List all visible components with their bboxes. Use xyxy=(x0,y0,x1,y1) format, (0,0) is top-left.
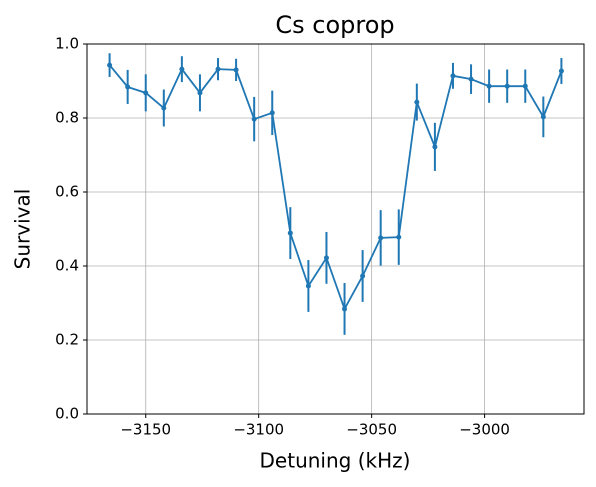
data-point xyxy=(414,99,420,105)
data-point xyxy=(287,230,293,236)
data-point xyxy=(378,235,384,241)
data-point xyxy=(107,62,113,68)
data-point xyxy=(360,273,366,279)
x-tick-label: −3000 xyxy=(459,421,510,439)
data-point xyxy=(342,306,348,312)
data-point xyxy=(323,255,329,261)
data-point xyxy=(179,66,185,72)
y-tick-label: 0.6 xyxy=(55,183,79,201)
y-tick-label: 0.8 xyxy=(55,109,79,127)
data-point xyxy=(251,116,257,122)
data-point xyxy=(305,283,311,289)
data-point xyxy=(143,90,149,96)
chart-title: Cs coprop xyxy=(275,11,394,39)
y-axis-label: Survival xyxy=(11,189,35,270)
y-tick-label: 0.0 xyxy=(55,405,79,423)
data-point xyxy=(396,234,402,240)
data-point xyxy=(269,110,275,116)
data-point xyxy=(486,83,492,89)
plot-frame xyxy=(86,43,585,415)
data-point xyxy=(197,90,203,96)
x-tick-label: −3150 xyxy=(120,421,171,439)
data-point xyxy=(161,105,167,111)
y-tick-label: 0.2 xyxy=(55,331,79,349)
data-point xyxy=(215,66,221,72)
data-point xyxy=(468,76,474,82)
data-point xyxy=(432,144,438,150)
data-point xyxy=(558,68,564,74)
x-tick-label: −3100 xyxy=(233,421,284,439)
data-point xyxy=(522,83,528,89)
data-point xyxy=(233,67,239,73)
x-tick-label: −3050 xyxy=(346,421,397,439)
data-point xyxy=(540,114,546,120)
data-point xyxy=(504,83,510,89)
x-axis-label: Detuning (kHz) xyxy=(260,449,411,473)
data-line xyxy=(108,64,563,312)
y-tick-label: 1.0 xyxy=(55,35,79,53)
y-tick-label: 0.4 xyxy=(55,257,79,275)
data-point xyxy=(450,73,456,79)
data-point xyxy=(125,84,131,90)
